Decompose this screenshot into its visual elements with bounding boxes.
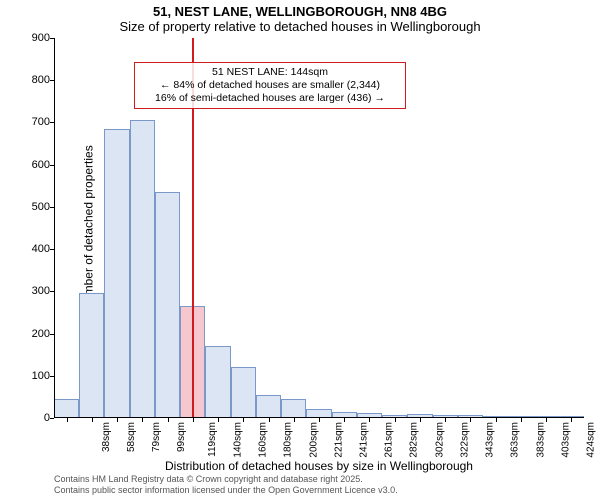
x-tick-mark [67, 418, 68, 422]
x-tick-label: 343sqm [485, 422, 496, 458]
y-tick-label: 100 [32, 370, 50, 382]
y-tick-label: 500 [32, 201, 50, 213]
x-tick-label: 322sqm [460, 422, 471, 458]
x-tick-mark [142, 418, 143, 422]
y-tick-label: 600 [32, 159, 50, 171]
x-tick-mark [546, 418, 547, 422]
x-tick-mark [319, 418, 320, 422]
histogram-bar [54, 399, 79, 418]
y-tick-label: 400 [32, 243, 50, 255]
y-axis-line [54, 38, 55, 418]
x-tick-label: 363sqm [510, 422, 521, 458]
x-tick-label: 140sqm [232, 422, 243, 458]
x-tick-mark [470, 418, 471, 422]
x-tick-label: 424sqm [586, 422, 597, 458]
y-tick-label: 900 [32, 32, 50, 44]
x-tick-label: 221sqm [333, 422, 344, 458]
x-tick-mark [193, 418, 194, 422]
footer-line-2: Contains public sector information licen… [54, 485, 398, 496]
footer-line-1: Contains HM Land Registry data © Crown c… [54, 474, 398, 485]
histogram-bar [256, 395, 281, 418]
histogram-bar [155, 192, 180, 418]
x-tick-mark [294, 418, 295, 422]
x-tick-label: 58sqm [126, 422, 137, 452]
chart-title-main: 51, NEST LANE, WELLINGBOROUGH, NN8 4BG [0, 4, 600, 19]
x-tick-mark [445, 418, 446, 422]
x-tick-label: 383sqm [535, 422, 546, 458]
x-tick-label: 180sqm [283, 422, 294, 458]
x-tick-label: 119sqm [206, 422, 217, 457]
y-tick-label: 200 [32, 328, 50, 340]
x-tick-mark [344, 418, 345, 422]
y-tick-mark [50, 418, 54, 419]
x-tick-label: 241sqm [359, 422, 370, 458]
histogram-bar [205, 346, 230, 418]
annotation-line-2: ← 84% of detached houses are smaller (2,… [141, 79, 399, 92]
chart-area: Number of detached properties 0100200300… [54, 38, 584, 418]
annotation-box: 51 NEST LANE: 144sqm← 84% of detached ho… [134, 62, 406, 109]
footer-attribution: Contains HM Land Registry data © Crown c… [54, 474, 398, 496]
x-tick-mark [496, 418, 497, 422]
plot-area: 010020030040050060070080090038sqm58sqm79… [54, 38, 584, 418]
x-tick-mark [117, 418, 118, 422]
histogram-bar [130, 120, 155, 418]
x-tick-mark [243, 418, 244, 422]
x-tick-mark [571, 418, 572, 422]
x-tick-mark [92, 418, 93, 422]
x-tick-mark [369, 418, 370, 422]
histogram-bar [104, 129, 129, 418]
y-tick-label: 300 [32, 285, 50, 297]
x-tick-mark [218, 418, 219, 422]
x-tick-mark [269, 418, 270, 422]
title-block: 51, NEST LANE, WELLINGBOROUGH, NN8 4BG S… [0, 0, 600, 34]
histogram-bar [79, 293, 104, 418]
x-tick-label: 160sqm [258, 422, 269, 458]
x-tick-label: 302sqm [434, 422, 445, 458]
x-tick-label: 282sqm [409, 422, 420, 458]
x-tick-label: 261sqm [384, 422, 395, 458]
histogram-bar [231, 367, 256, 418]
x-axis-line [54, 417, 584, 418]
x-tick-mark [521, 418, 522, 422]
x-axis-label: Distribution of detached houses by size … [54, 459, 584, 473]
x-tick-label: 38sqm [101, 422, 112, 452]
chart-title-sub: Size of property relative to detached ho… [0, 19, 600, 34]
y-tick-label: 700 [32, 116, 50, 128]
x-tick-label: 200sqm [308, 422, 319, 458]
x-tick-label: 99sqm [176, 422, 187, 452]
x-tick-mark [168, 418, 169, 422]
x-tick-mark [395, 418, 396, 422]
annotation-line-3: 16% of semi-detached houses are larger (… [141, 92, 399, 105]
x-tick-mark [420, 418, 421, 422]
histogram-bar [281, 399, 306, 418]
annotation-line-1: 51 NEST LANE: 144sqm [141, 66, 399, 79]
x-tick-label: 79sqm [151, 422, 162, 452]
y-tick-label: 800 [32, 74, 50, 86]
x-tick-label: 403sqm [560, 422, 571, 458]
